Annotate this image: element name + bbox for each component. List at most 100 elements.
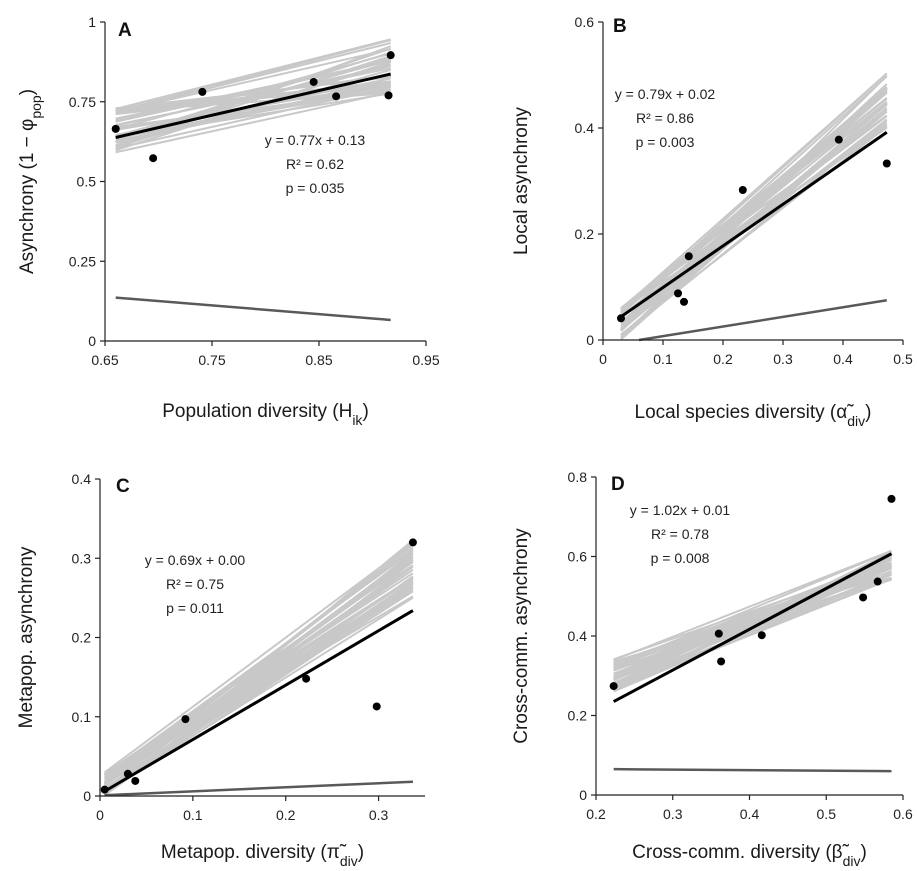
y-tick-label: 0 (586, 332, 594, 348)
x-axis-label: Population diversity (Hik) (162, 401, 369, 428)
x-tick-label: 0.3 (773, 351, 793, 367)
x-tick-label: 0 (599, 351, 607, 367)
y-tick-label: 0 (579, 787, 587, 803)
data-point (111, 124, 120, 133)
y-tick-label: 0.25 (69, 253, 96, 269)
data-point (834, 135, 843, 144)
x-tick-label: 0.85 (305, 352, 332, 368)
x-tick-label: 0.95 (412, 352, 439, 368)
data-point (123, 769, 132, 778)
panel-label: A (118, 20, 132, 41)
regression-line (103, 609, 414, 793)
data-point (680, 297, 688, 306)
data-point (384, 91, 393, 100)
data-point (372, 702, 381, 711)
x-axis-label: Metapop. diversity (π̃div) (161, 842, 364, 869)
bootstrap-line (613, 549, 892, 661)
bootstrap-line (115, 74, 391, 112)
bootstrap-line (620, 86, 888, 332)
x-axis-label: Local species diversity (α̃div) (635, 402, 872, 429)
data-point (887, 494, 896, 503)
bootstrap-line (620, 125, 888, 336)
x-tick-label: 0.3 (369, 807, 389, 823)
y-tick-label: 0.75 (69, 94, 96, 110)
x-tick-label: 0.2 (276, 807, 296, 823)
bootstrap-line (613, 557, 892, 692)
bootstrap-line (115, 84, 391, 114)
null-line (613, 767, 892, 773)
panel-b: 0 0.2 0.4 0.6 0 0.1 0.2 0.3 0.4 0.5 By = 0.79x + 0… (511, 14, 913, 429)
x-tick-label: 0.1 (653, 351, 673, 367)
regression-stat: R² = 0.75 (166, 576, 224, 592)
x-tick-label: 0.2 (586, 806, 606, 822)
y-tick-label: 0.4 (575, 120, 595, 136)
data-point (309, 77, 318, 86)
data-point (332, 92, 341, 101)
bootstrap-line (104, 561, 414, 796)
panel-label: D (611, 474, 625, 495)
regression-line (115, 72, 392, 139)
bootstrap-line (104, 569, 414, 780)
y-tick-label: 0.8 (568, 469, 588, 485)
regression-stat: p = 0.003 (636, 134, 695, 150)
regression-stat: p = 0.011 (166, 600, 224, 616)
bootstrap-line (613, 578, 892, 663)
bootstrap-line (115, 80, 391, 144)
data-point (674, 289, 682, 298)
bootstrap-lines (613, 549, 892, 693)
y-tick-label: 0.6 (568, 549, 588, 565)
bootstrap-line (115, 51, 391, 140)
data-point (717, 657, 726, 666)
y-tick-label: 0.5 (77, 174, 97, 190)
y-tick-label: 0 (88, 333, 96, 349)
y-tick-label: 0.2 (72, 630, 92, 646)
x-tick-label: 0.1 (183, 807, 203, 823)
bootstrap-line (115, 42, 391, 113)
data-point (873, 577, 882, 586)
bootstrap-line (115, 67, 391, 126)
bootstrap-line (104, 553, 414, 791)
bootstrap-line (620, 75, 888, 339)
y-tick-label: 0.2 (575, 226, 595, 242)
data-point (198, 87, 207, 96)
regression-stat: R² = 0.78 (651, 526, 709, 542)
bootstrap-line (613, 564, 892, 682)
panel-label: C (116, 476, 130, 497)
null-line (115, 296, 391, 322)
panel-a: 0 0.25 0.5 0.75 1 0.65 0.75 0.85 0.95 Ay = 0.77x … (17, 14, 440, 428)
regression-stat: y = 0.69x + 0.00 (145, 552, 246, 568)
bootstrap-line (620, 127, 888, 312)
y-axis-label: Cross-comm. asynchrony (511, 528, 532, 744)
y-tick-label: 1 (88, 14, 96, 30)
data-point (386, 51, 395, 60)
regression-stat: R² = 0.62 (286, 156, 344, 172)
data-point (100, 785, 109, 794)
y-tick-label: 0.4 (568, 628, 588, 644)
regression-stat: y = 0.77x + 0.13 (265, 132, 366, 148)
data-point (131, 776, 140, 785)
y-tick-label: 0.1 (72, 709, 92, 725)
bootstrap-line (115, 38, 391, 110)
x-tick-label: 0.4 (740, 806, 760, 822)
regression-stat: R² = 0.86 (636, 110, 694, 126)
x-tick-label: 0.6 (893, 806, 913, 822)
y-tick-label: 0 (83, 788, 91, 804)
bootstrap-line (104, 539, 414, 796)
data-point (408, 538, 417, 547)
data-point (609, 682, 618, 691)
x-tick-label: 0.4 (833, 351, 853, 367)
bootstrap-lines (115, 38, 392, 154)
regression-line (612, 552, 893, 703)
data-point (714, 629, 723, 638)
data-point (738, 186, 747, 195)
x-tick-label: 0 (96, 807, 104, 823)
regression-stat: p = 0.008 (651, 550, 710, 566)
regression-stat: y = 0.79x + 0.02 (615, 86, 716, 102)
y-axis-label: Metapop. asynchrony (16, 546, 37, 728)
bootstrap-line (115, 48, 391, 113)
data-point (181, 715, 190, 724)
regression-stat: p = 0.035 (286, 180, 345, 196)
regression-stat: y = 1.02x + 0.01 (630, 502, 731, 518)
bootstrap-line (620, 75, 888, 320)
